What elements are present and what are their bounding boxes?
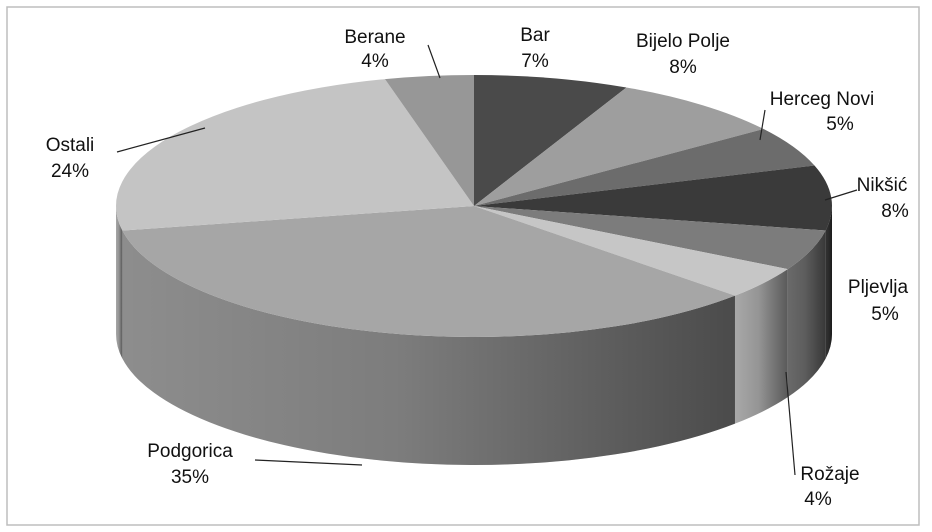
leader-line	[116, 127, 206, 153]
category-label: Rožaje	[800, 464, 859, 485]
pie-slice	[474, 75, 627, 206]
category-label: Bar	[520, 25, 550, 46]
category-label: Bijelo Polje	[636, 31, 730, 52]
pie-side-shade	[734, 269, 788, 424]
pie-side-shade	[122, 230, 735, 465]
labels: Bar 7% Bijelo Polje 8% Herceg Novi 5% Nikšić 8%…	[46, 25, 909, 510]
pie-slice	[115, 79, 474, 231]
pie-slice	[384, 75, 474, 206]
pie-tops	[115, 75, 832, 337]
category-label: Podgorica	[147, 441, 233, 462]
pie-slice	[474, 206, 788, 296]
pie-slice	[474, 165, 832, 231]
leader-line	[427, 44, 441, 79]
leader-line	[759, 109, 766, 141]
pie-slice	[122, 206, 735, 337]
category-label: Berane	[344, 27, 405, 48]
value-label: 7%	[521, 51, 549, 72]
value-label: 4%	[804, 489, 832, 510]
value-label: 5%	[871, 304, 899, 325]
value-label: 8%	[881, 201, 909, 222]
leader-line	[785, 371, 796, 476]
pie-slice	[474, 206, 826, 270]
category-label: Ostali	[46, 135, 95, 156]
value-label: 24%	[51, 161, 89, 182]
pie-side-shade	[825, 206, 832, 359]
value-label: 8%	[669, 57, 697, 78]
value-label: 35%	[171, 467, 209, 488]
pie-slice	[474, 87, 764, 206]
category-label: Herceg Novi	[770, 89, 875, 110]
pie-side-shade	[787, 230, 826, 398]
category-label: Nikšić	[857, 175, 908, 196]
pie-slice	[474, 129, 815, 206]
pie-side-shade	[116, 206, 123, 359]
leader-line	[824, 189, 858, 201]
value-label: 4%	[361, 51, 389, 72]
leader-line	[254, 459, 363, 466]
pie-sides	[116, 206, 832, 465]
category-label: Pljevlja	[848, 277, 909, 298]
value-label: 5%	[826, 114, 854, 135]
